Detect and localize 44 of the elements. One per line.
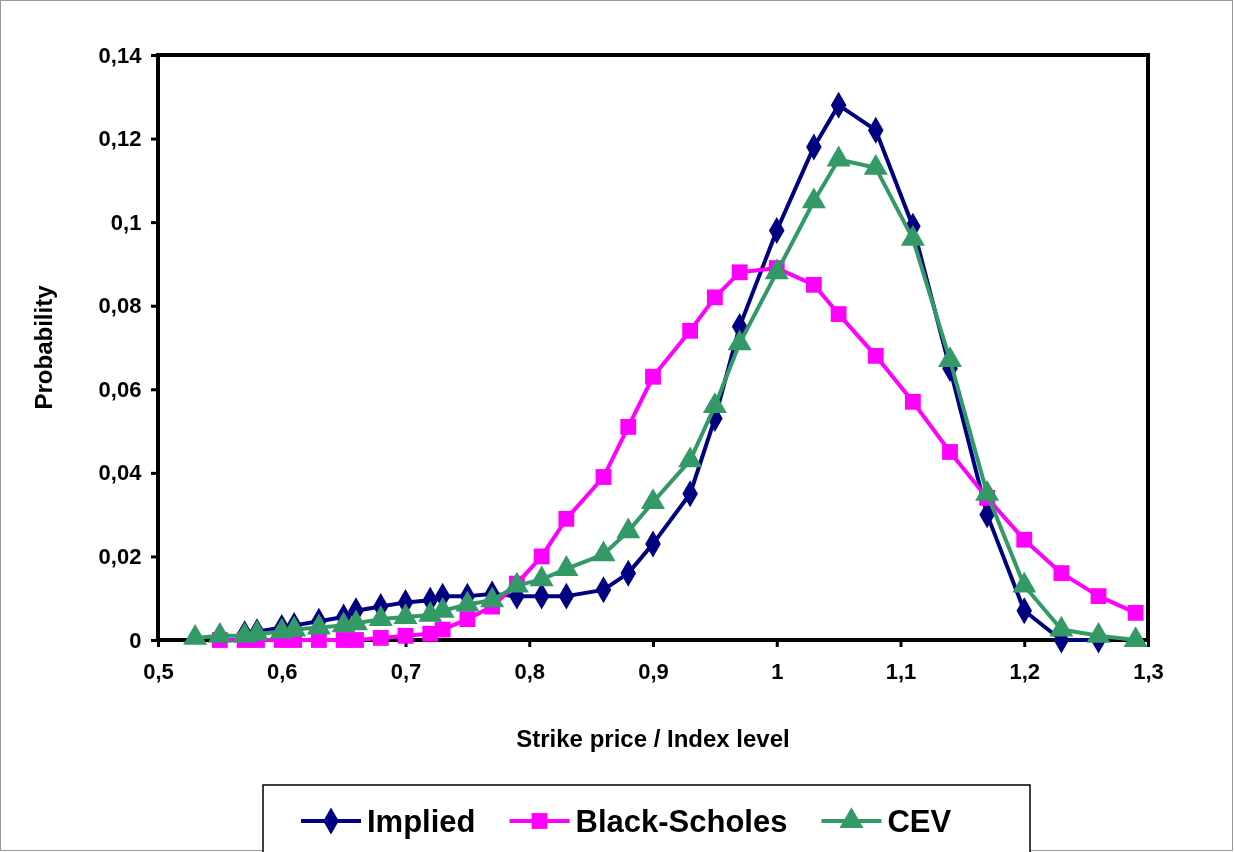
point (459, 611, 476, 628)
x-tick-label: 0,5 (143, 658, 174, 684)
point (682, 322, 699, 339)
point (706, 289, 723, 306)
x-tick-label: 0,7 (390, 658, 422, 684)
x-tick-label: 0,9 (638, 658, 669, 684)
point (595, 469, 612, 485)
point (1090, 588, 1107, 605)
y-tick-label: 0,04 (98, 460, 143, 486)
point (558, 510, 575, 527)
point (731, 264, 748, 281)
y-tick-label: 0,14 (98, 42, 143, 68)
point (1016, 531, 1033, 548)
point (904, 393, 921, 410)
x-axis-title: Strike price / Index level (516, 725, 790, 752)
y-tick-label: 0,06 (98, 376, 142, 402)
legend-label: Implied (367, 804, 476, 839)
point (620, 418, 637, 435)
point (372, 630, 389, 646)
point (348, 632, 364, 648)
y-tick-label: 0,12 (98, 126, 142, 152)
x-tick-label: 1,3 (1133, 658, 1164, 684)
point (805, 276, 822, 293)
x-tick-label: 0,8 (514, 658, 546, 684)
point (942, 444, 958, 460)
x-tick-label: 1,1 (885, 658, 917, 684)
point (645, 368, 661, 385)
point (1053, 565, 1070, 582)
point (830, 306, 847, 322)
x-tick-label: 1 (771, 658, 784, 684)
y-axis-title: Probability (30, 284, 57, 410)
x-tick-label: 0,6 (266, 658, 298, 684)
y-tick-label: 0 (129, 627, 142, 653)
legend-label: Black-Scholes (575, 804, 788, 839)
legend-label: CEV (887, 804, 952, 839)
x-tick-label: 1,2 (1009, 658, 1041, 684)
point (1127, 604, 1144, 621)
point (867, 347, 884, 364)
y-tick-label: 0,08 (98, 293, 142, 319)
y-tick-label: 0,1 (110, 209, 142, 235)
point (434, 621, 451, 638)
y-tick-label: 0,02 (98, 543, 142, 569)
point (397, 627, 414, 644)
point (533, 548, 550, 565)
